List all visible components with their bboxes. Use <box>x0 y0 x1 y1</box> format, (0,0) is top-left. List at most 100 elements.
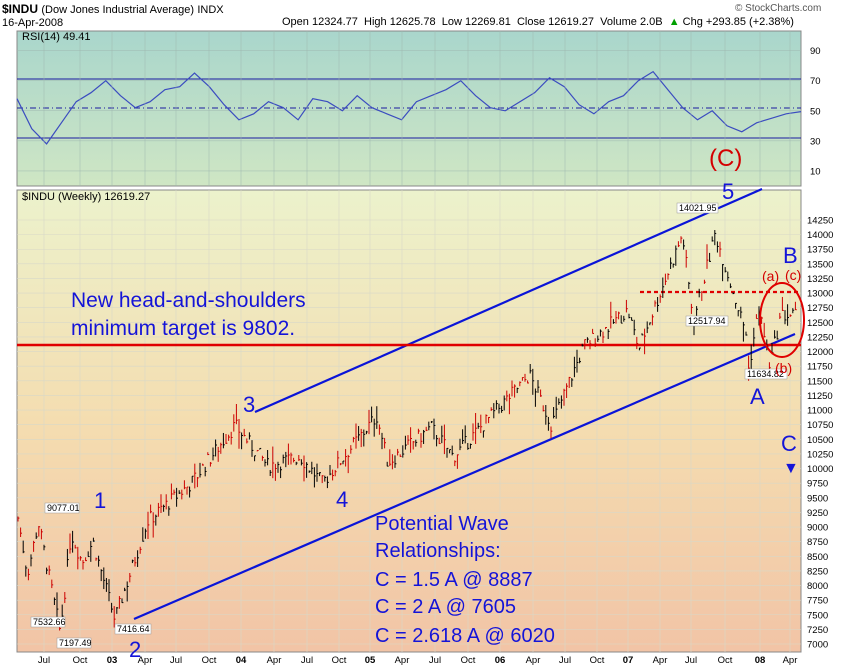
price-bar <box>451 445 454 456</box>
price-bar <box>157 502 160 517</box>
price-bar <box>397 448 399 456</box>
wave-B-label: B <box>783 243 798 268</box>
x-axis-ticks: Jul Oct 03 Apr Jul Oct 04 Apr Jul Oct 05 Apr Jul Oct 0… <box>38 31 797 666</box>
price-grid <box>17 219 801 645</box>
price-bar <box>321 475 324 484</box>
price-bar <box>755 314 758 320</box>
price-bar <box>571 378 574 387</box>
price-bar <box>116 607 119 614</box>
price-bar <box>737 310 740 317</box>
price-bar <box>745 331 748 336</box>
price-bar <box>287 443 290 465</box>
x-tick-label: Jul <box>170 655 182 666</box>
relationship-1: C = 1.5 A @ 8887 <box>375 569 533 591</box>
x-tick-label: Jul <box>301 655 313 666</box>
price-bar <box>412 441 415 450</box>
price-bar <box>550 426 553 439</box>
price-bar <box>43 544 46 551</box>
price-bar <box>683 239 685 250</box>
price-bar <box>789 314 792 317</box>
price-bar <box>300 459 303 466</box>
x-tick-label: 05 <box>365 655 376 666</box>
price-tick-label: 8000 <box>807 581 828 592</box>
price-bar <box>217 446 220 462</box>
price-bar <box>285 451 288 468</box>
close-label: Close <box>516 16 546 28</box>
price-bar <box>662 277 665 298</box>
price-bar <box>87 551 90 558</box>
wave-title-line1: Potential Wave <box>375 513 509 535</box>
wave-sub-a-label: (a) <box>762 268 779 284</box>
price-tick-label: 14250 <box>807 216 833 227</box>
price-bar <box>503 395 506 411</box>
price-bar <box>178 490 181 494</box>
price-bar <box>688 281 691 289</box>
price-bar <box>594 338 597 347</box>
x-tick-label: 08 <box>755 655 766 666</box>
price-bar <box>358 426 360 441</box>
price-bar <box>38 525 41 537</box>
price-bar <box>241 432 243 450</box>
rsi-axis-ticks: 90 70 50 30 10 <box>810 46 821 177</box>
wave-relationships: Potential Wave Relationships: C = 1.5 A … <box>375 513 555 647</box>
price-bar <box>238 419 241 449</box>
price-bar <box>742 321 745 342</box>
price-bar <box>521 377 524 381</box>
price-bar <box>794 301 797 311</box>
price-tick-label: 14000 <box>807 230 833 241</box>
exchange: INDX <box>197 4 224 16</box>
label-14021: 14021.95 <box>679 203 717 213</box>
price-bar <box>230 431 233 445</box>
price-bar <box>462 429 464 444</box>
price-bar <box>82 559 85 570</box>
price-bar <box>472 423 475 441</box>
x-tick-label: Jul <box>429 655 441 666</box>
price-tick-label: 10000 <box>807 464 833 475</box>
price-bar <box>685 249 688 268</box>
price-bar <box>664 273 667 286</box>
volume-value: 2.0B <box>639 16 663 28</box>
price-bar <box>631 317 633 321</box>
price-bar <box>215 439 217 457</box>
price-bar <box>181 489 184 500</box>
wave-2-label: 2 <box>129 637 141 662</box>
price-bar <box>256 449 259 452</box>
upper-channel-line <box>254 187 763 414</box>
price-bar <box>90 540 93 562</box>
price-bar <box>342 460 345 465</box>
price-bar <box>651 314 654 326</box>
price-bar <box>441 425 444 444</box>
price-tick-label: 12750 <box>807 303 833 314</box>
price-bar <box>137 550 139 567</box>
relationship-3: C = 2.618 A @ 6020 <box>375 625 555 647</box>
price-bar <box>118 596 121 609</box>
price-tick-label: 11500 <box>807 376 833 387</box>
headline-line2: minimum target is 9802. <box>71 317 295 340</box>
price-bar <box>407 435 410 445</box>
price-bar <box>576 349 579 373</box>
price-bar <box>352 436 355 443</box>
x-tick-label: Apr <box>138 655 153 666</box>
rsi-tick-label: 50 <box>810 106 821 117</box>
price-bar <box>753 327 756 347</box>
price-bar <box>46 567 48 575</box>
x-tick-label: Apr <box>653 655 668 666</box>
price-bar <box>508 393 511 415</box>
price-bar <box>176 487 178 507</box>
price-bar <box>553 407 555 419</box>
price-bar <box>493 403 496 419</box>
price-bar <box>259 447 262 450</box>
price-bar <box>280 466 282 479</box>
price-tick-label: 11750 <box>807 362 833 373</box>
price-bar <box>763 322 766 338</box>
price-bar <box>677 241 680 248</box>
price-bar <box>529 363 532 374</box>
price-bar <box>420 433 423 448</box>
price-tick-label: 9750 <box>807 479 828 490</box>
price-bar <box>633 319 636 336</box>
price-bar <box>636 336 639 350</box>
price-bar <box>298 455 301 461</box>
price-bar <box>675 245 678 266</box>
price-bar <box>449 449 451 454</box>
price-bar <box>324 475 327 482</box>
